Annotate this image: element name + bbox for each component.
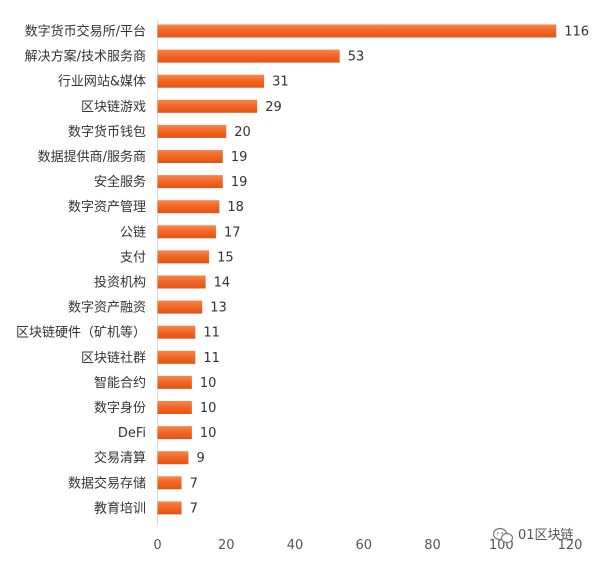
value-label: 10 bbox=[200, 376, 217, 391]
bar bbox=[157, 74, 265, 88]
category-label: 数据提供商/服务商 bbox=[38, 149, 146, 165]
wechat-icon bbox=[492, 527, 514, 544]
watermark-text: 01区块链 bbox=[518, 528, 574, 543]
value-label: 9 bbox=[196, 451, 204, 466]
bar bbox=[157, 250, 210, 264]
category-label: DeFi bbox=[118, 426, 146, 441]
category-label: 区块链社群 bbox=[81, 350, 146, 366]
bar bbox=[157, 49, 340, 63]
bar bbox=[157, 175, 223, 189]
category-label: 支付 bbox=[120, 250, 146, 265]
category-label: 交易清算 bbox=[94, 450, 146, 466]
bar bbox=[157, 275, 206, 289]
bar bbox=[157, 24, 557, 38]
bar bbox=[157, 401, 192, 414]
value-label: 7 bbox=[190, 501, 198, 516]
value-label: 7 bbox=[190, 476, 198, 491]
x-tick-label: 80 bbox=[424, 538, 441, 553]
bar bbox=[157, 150, 223, 163]
value-label: 18 bbox=[227, 200, 244, 215]
bar bbox=[157, 99, 258, 113]
category-label: 智能合约 bbox=[94, 376, 146, 391]
category-label: 投资机构 bbox=[94, 275, 146, 291]
x-tick-label: 60 bbox=[355, 538, 372, 553]
value-label: 19 bbox=[231, 150, 248, 165]
category-label: 行业网站&媒体 bbox=[58, 75, 146, 90]
watermark: 01区块链 bbox=[492, 527, 574, 544]
bar bbox=[157, 451, 189, 465]
value-label: 11 bbox=[203, 326, 220, 341]
category-label: 数字资产融资 bbox=[68, 301, 146, 316]
bar bbox=[157, 300, 203, 314]
bar bbox=[157, 375, 192, 389]
bar bbox=[157, 225, 216, 239]
bar bbox=[157, 426, 192, 440]
value-label: 10 bbox=[200, 426, 217, 441]
x-tick-label: 0 bbox=[153, 538, 161, 553]
x-tick-label: 20 bbox=[218, 538, 235, 553]
value-label: 29 bbox=[265, 100, 282, 115]
x-tick-labels-group: 0 20 40 60 80 100 120 bbox=[153, 538, 582, 553]
category-label: 教育培训 bbox=[94, 500, 146, 516]
category-label: 数字身份 bbox=[94, 400, 146, 416]
bars-group bbox=[157, 24, 557, 515]
category-label: 公链 bbox=[120, 225, 146, 240]
value-label: 116 bbox=[564, 25, 589, 40]
category-label: 数字资产管理 bbox=[68, 200, 146, 215]
value-label: 13 bbox=[210, 301, 227, 316]
category-label: 数据交易存储 bbox=[68, 475, 146, 491]
bar bbox=[157, 350, 196, 364]
value-labels-group: 116 53 31 29 20 19 19 18 17 15 14 13 11 11 10 10 10 9 7 7 bbox=[190, 25, 590, 517]
value-label: 20 bbox=[234, 125, 251, 140]
value-label: 31 bbox=[272, 75, 289, 90]
value-label: 15 bbox=[217, 250, 234, 265]
category-label: 安全服务 bbox=[94, 174, 146, 190]
category-label: 解决方案/技术服务商 bbox=[25, 49, 146, 65]
value-label: 14 bbox=[214, 276, 231, 291]
category-label: 区块链硬件（矿机等） bbox=[16, 325, 146, 341]
bar bbox=[157, 124, 227, 138]
bar bbox=[157, 501, 182, 515]
category-labels-group: 数字货币交易所/平台解决方案/技术服务商行业网站&媒体区块链游戏数字货币钱包数据… bbox=[16, 24, 146, 517]
x-tick-label: 40 bbox=[287, 538, 304, 553]
category-label: 区块链游戏 bbox=[81, 100, 146, 115]
category-label: 数字货币钱包 bbox=[68, 124, 146, 140]
category-label: 数字货币交易所/平台 bbox=[25, 24, 146, 40]
value-label: 19 bbox=[231, 175, 248, 190]
value-label: 11 bbox=[203, 351, 220, 366]
value-label: 10 bbox=[200, 401, 217, 416]
bar bbox=[157, 200, 220, 214]
value-label: 53 bbox=[348, 50, 365, 65]
bar bbox=[157, 325, 196, 339]
bar bbox=[157, 476, 182, 490]
value-label: 17 bbox=[224, 225, 241, 240]
x-tick-label: 120 bbox=[558, 538, 583, 553]
